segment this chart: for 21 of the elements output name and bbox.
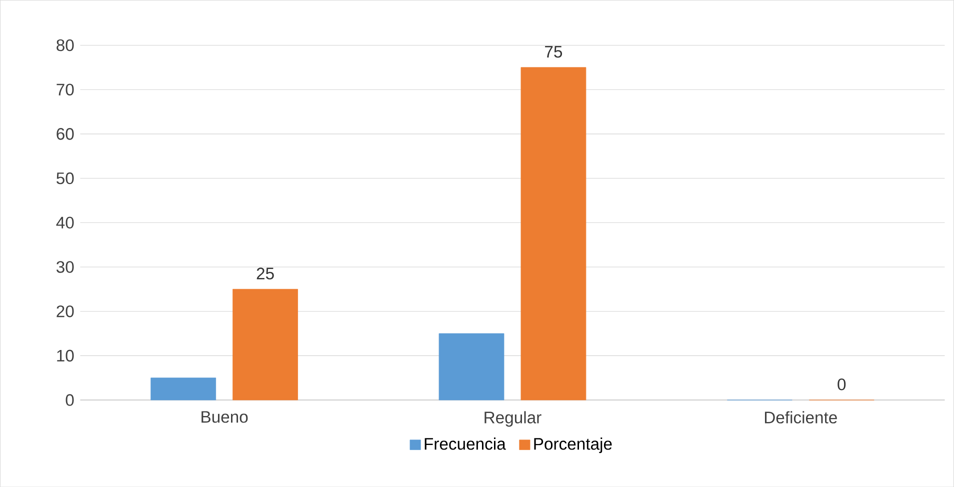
y-tick-label: 10 — [57, 350, 74, 362]
data-label: 25 — [256, 268, 274, 280]
legend-label: Porcentaje — [534, 437, 612, 453]
bar — [232, 288, 298, 400]
y-tick-label: 20 — [56, 305, 74, 318]
y-tick-label: 40 — [56, 216, 74, 228]
y-tick-label: 30 — [56, 260, 74, 273]
y-tick-label: 50 — [56, 172, 74, 184]
data-label: 0 — [838, 378, 846, 390]
x-tick-label: Regular — [484, 411, 542, 427]
bar — [438, 333, 504, 400]
legend-label: Frecuencia — [424, 437, 506, 450]
x-tick-label: Bueno — [202, 411, 248, 423]
data-label: 75 — [545, 46, 562, 58]
x-tick-label: Deficiente — [764, 411, 837, 424]
bar — [150, 378, 216, 400]
bar — [520, 67, 586, 400]
y-tick-label: 60 — [56, 128, 74, 140]
y-tick-label: 80 — [56, 39, 74, 52]
y-tick-label: 70 — [56, 84, 74, 96]
y-tick-label: 0 — [66, 394, 74, 406]
